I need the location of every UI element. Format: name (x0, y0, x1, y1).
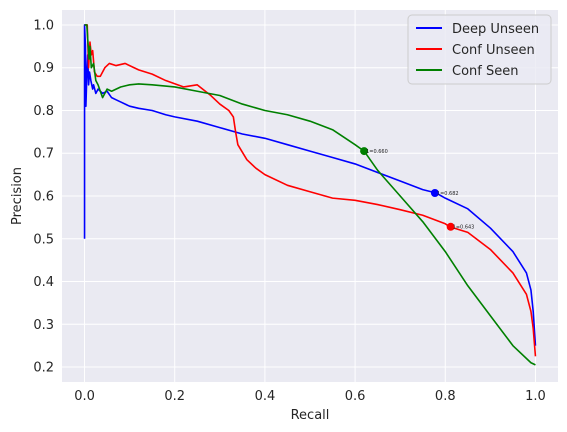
marker-label-deep-unseen: 1=0.682 (437, 191, 459, 197)
marker-conf-unseen (446, 222, 455, 231)
x-tick-label: 0.2 (164, 389, 185, 404)
marker-deep-unseen (430, 189, 439, 198)
legend-box (407, 14, 552, 85)
y-tick-label: 0.2 (33, 361, 54, 376)
series-line-conf-seen (84, 24, 536, 366)
x-axis-label: Recall (291, 408, 330, 423)
y-tick-label: 1.0 (33, 18, 54, 33)
x-tick-label: 1.0 (525, 389, 546, 404)
legend: Deep Unseen Conf Unseen Conf Seen (407, 14, 552, 85)
best-point-markers: 1=0.660 1=0.682 1=0.643 (360, 147, 474, 231)
y-tick-label: 0.3 (33, 318, 54, 333)
y-tick-label: 0.9 (33, 61, 54, 76)
marker-label-conf-seen: 1=0.660 (366, 149, 388, 155)
series-line-deep-unseen (83, 24, 537, 346)
legend-label-deep-unseen: Deep Unseen (452, 22, 539, 37)
y-tick-label: 0.5 (33, 232, 54, 247)
x-tick-label: 0.4 (255, 389, 276, 404)
y-tick-label: 0.6 (33, 190, 54, 205)
marker-label-conf-unseen: 1=0.643 (453, 225, 475, 231)
x-tick-labels: 0.0 0.2 0.4 0.6 0.8 1.0 (74, 389, 546, 404)
legend-label-conf-seen: Conf Seen (452, 64, 518, 79)
marker-conf-seen (360, 147, 369, 156)
y-tick-labels: 0.2 0.3 0.4 0.5 0.6 0.7 0.8 0.9 1.0 (33, 18, 54, 375)
y-tick-label: 0.7 (33, 147, 54, 162)
x-tick-label: 0.8 (435, 389, 456, 404)
y-tick-label: 0.8 (33, 104, 54, 119)
y-tick-label: 0.4 (33, 275, 54, 290)
x-tick-label: 0.6 (345, 389, 366, 404)
x-tick-label: 0.0 (74, 389, 95, 404)
legend-label-conf-unseen: Conf Unseen (452, 43, 535, 58)
y-axis-label: Precision (10, 167, 25, 225)
